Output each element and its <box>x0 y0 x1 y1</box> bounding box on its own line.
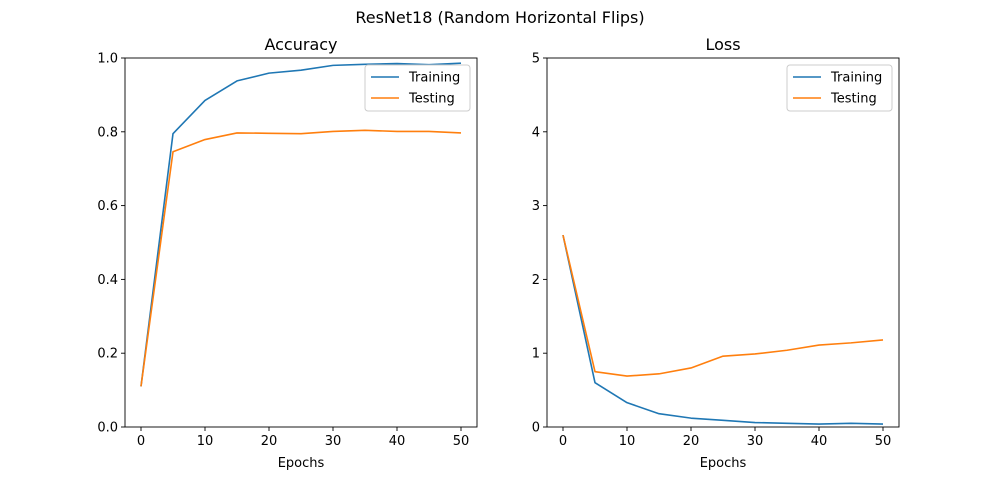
chart-1-xtick-label: 10 <box>619 434 636 449</box>
chart-1-ytick-label: 0 <box>532 421 540 436</box>
chart-0-xtick-label: 50 <box>453 434 470 449</box>
loss-plot: Loss 0 10 20 30 40 50 0 1 2 3 4 5 Epochs Training Testi… <box>532 35 900 471</box>
chart-0-title: Accuracy <box>264 35 337 54</box>
chart-1-xlabel: Epochs <box>700 456 747 471</box>
chart-1-axes-frame <box>546 57 900 428</box>
chart-1-legend: Training Testing <box>786 64 893 112</box>
chart-1-series-0-line <box>562 234 884 425</box>
chart-0-xtick-label: 0 <box>137 434 145 449</box>
chart-1-xtick-label: 40 <box>811 434 828 449</box>
chart-0-xtick-label: 40 <box>389 434 406 449</box>
accuracy-plot: Accuracy 0 10 20 30 40 50 0.0 0.2 0.4 0.6 0.8 1.0 Epo… <box>97 35 478 471</box>
chart-1-title: Loss <box>705 35 740 54</box>
chart-0-ytick-label: 0.0 <box>97 421 118 436</box>
chart-0-ytick-label: 0.2 <box>97 347 118 362</box>
chart-0-legend: Training Testing <box>364 64 471 112</box>
chart-0-xlabel: Epochs <box>278 456 325 471</box>
chart-0-xtick-label: 10 <box>197 434 214 449</box>
chart-1-ytick-label: 3 <box>532 199 540 214</box>
chart-0-ytick-label: 0.6 <box>97 199 118 214</box>
chart-0-series-0-line <box>140 62 462 387</box>
chart-1-ytick-label: 4 <box>532 125 540 140</box>
chart-0-xtick-label: 20 <box>261 434 278 449</box>
figure-title: ResNet18 (Random Horizontal Flips) <box>355 8 644 27</box>
chart-0-legend-label-0: Training <box>408 71 460 86</box>
chart-0-xtick-label: 30 <box>325 434 342 449</box>
chart-1-series-1-line <box>562 234 884 377</box>
chart-0-ytick-label: 1.0 <box>97 52 118 67</box>
chart-1-xtick-label: 50 <box>875 434 892 449</box>
chart-0-ytick-label: 0.8 <box>97 125 118 140</box>
chart-1-xtick-label: 30 <box>747 434 764 449</box>
chart-1-legend-label-0: Training <box>830 71 882 86</box>
chart-1-ytick-label: 5 <box>532 52 540 67</box>
chart-0-axes-frame <box>124 57 478 428</box>
chart-0-series-1-line <box>140 129 462 387</box>
chart-0-ytick-label: 0.4 <box>97 273 118 288</box>
chart-1-xtick-label: 20 <box>683 434 700 449</box>
chart-1-legend-label-1: Testing <box>830 92 877 107</box>
chart-1-ytick-label: 2 <box>532 273 540 288</box>
chart-0-legend-label-1: Testing <box>408 92 455 107</box>
chart-1-ytick-label: 1 <box>532 347 540 362</box>
chart-1-xtick-label: 0 <box>559 434 567 449</box>
